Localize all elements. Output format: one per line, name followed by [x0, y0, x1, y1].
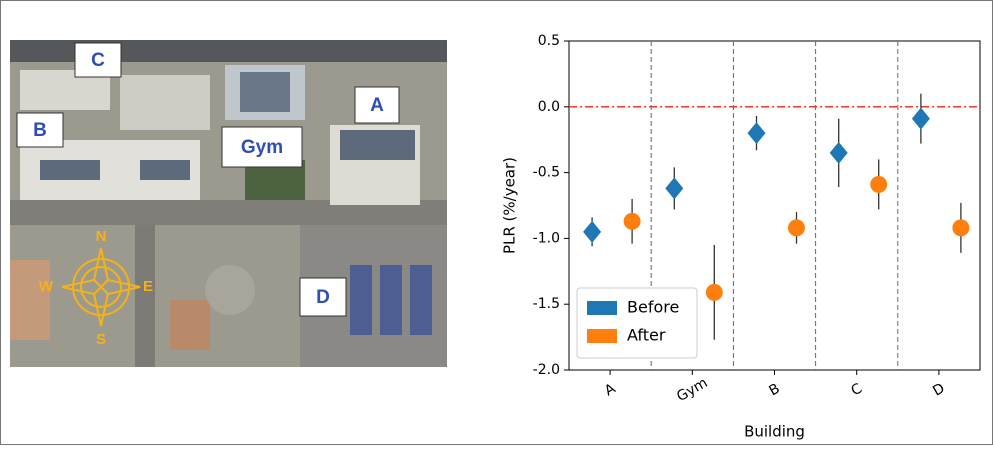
marker [952, 219, 970, 237]
marker [583, 220, 602, 243]
y-tick-label: 0.0 [538, 99, 560, 115]
map-label-box [16, 112, 64, 148]
legend-label: After [627, 326, 666, 345]
legend-label: Before [627, 298, 679, 317]
y-tick-label: -1.5 [533, 296, 560, 312]
compass-letter: S [96, 331, 106, 348]
marker [788, 219, 805, 237]
marker [829, 141, 848, 164]
map-label-box [354, 86, 400, 124]
marker [705, 283, 723, 301]
map-label: B [33, 120, 47, 141]
map-label-box [299, 277, 347, 317]
marker [665, 177, 684, 200]
marker [870, 175, 888, 193]
map-label-box [74, 42, 122, 78]
marker [911, 107, 930, 130]
compass-letter: E [143, 278, 153, 295]
y-tick-label: -2.0 [533, 362, 560, 378]
compass-letter: W [39, 278, 54, 295]
aerial-map [10, 40, 447, 367]
y-tick-label: -0.5 [533, 165, 560, 181]
marker [747, 122, 766, 145]
marker [623, 212, 641, 230]
compass-letter: N [96, 228, 107, 245]
map-label-box [221, 126, 303, 168]
map-label: A [370, 95, 384, 116]
map-label: C [91, 50, 105, 71]
legend-swatch [587, 301, 617, 315]
map-label: D [316, 287, 330, 308]
y-axis-label: PLR (%/year) [501, 157, 519, 254]
legend-swatch [587, 329, 617, 343]
y-tick-label: 0.5 [538, 33, 560, 49]
map-label: Gym [241, 137, 283, 158]
x-axis-label: Building [744, 423, 805, 441]
y-tick-label: -1.0 [533, 230, 560, 246]
